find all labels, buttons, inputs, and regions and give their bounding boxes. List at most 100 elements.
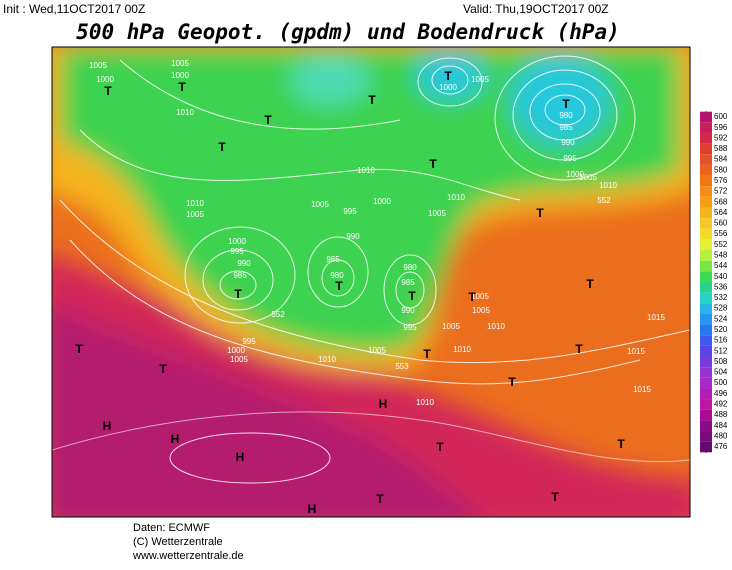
colorbar-swatch [700,335,712,346]
isobar [529,83,601,141]
colorbar-swatch [700,431,712,442]
isobar-label: 1010 [447,193,465,202]
isobar-label: 995 [242,337,256,346]
colorbar-swatch [700,313,712,325]
isobar-label: 1010 [453,345,471,354]
isobar-label: 1005 [311,200,329,209]
colorbar-label: 600 [714,112,728,121]
pressure-center: T [444,69,452,83]
colorbar-label: 556 [714,229,728,238]
isobar [395,271,425,309]
isobar [383,254,437,326]
isobar-label: 995 [563,154,577,163]
isobar-label: 1010 [599,181,617,190]
isobar-label: 990 [237,259,251,268]
isobar [202,249,274,311]
isobar-label: 1015 [627,347,645,356]
isobar-label: 1005 [442,322,460,331]
isobar-label: 1000 [566,170,584,179]
colorbar-swatch [700,324,712,336]
isobar-label: 1005 [428,209,446,218]
colorbar-label: 504 [714,368,728,377]
pressure-center: T [376,492,384,506]
map-area: 10051000T10051000T1010TTTT10001005T98098… [52,47,690,517]
isobar-label: 1005 [230,355,248,364]
isobar-label: 1005 [89,61,107,70]
isobar [417,57,483,107]
copyright: (C) Wetterzentrale [133,536,223,548]
pressure-center: T [562,97,570,111]
pressure-center: T [617,437,625,451]
pressure-center: T [159,362,167,376]
pressure-center: H [236,450,245,464]
pressure-center: T [429,157,437,171]
map-frame [51,46,691,518]
colorbar-label: 492 [714,400,728,409]
isobars [59,55,690,484]
pressure-center: T [575,342,583,356]
colorbar-label: 540 [714,272,728,281]
isobar-label: 1015 [633,385,651,394]
isobar-label: 985 [326,255,340,264]
isobar-label: 1010 [186,199,204,208]
colorbar-label: 512 [714,346,728,355]
isobar-label: 1000 [228,237,246,246]
colorbar-label: 584 [714,155,728,164]
isobar-label: 980 [330,271,344,280]
colorbar-swatch [700,132,712,144]
isobar-label: 990 [561,138,575,147]
isobar [544,94,586,126]
isobar [431,65,469,95]
isobar-label: 990 [346,232,360,241]
pressure-center: T [468,290,476,304]
colorbar-swatch [700,399,712,410]
isobar [169,432,331,484]
low-core-east [510,55,610,145]
colorbar-swatch [700,356,712,368]
isobar-label: 1005 [471,75,489,84]
pressure-center: T [335,279,343,293]
init-time: Init : Wed,11OCT2017 00Z [3,2,145,16]
colorbar-label: 552 [714,240,728,249]
field-magenta [52,305,481,517]
pressure-center: T [75,342,83,356]
isobar-label: 1000 [373,197,391,206]
colorbar-swatch [700,154,712,165]
colorbar-swatch [700,164,712,176]
isobar [69,239,641,385]
colorbar-swatch [700,250,712,261]
colorbar-swatch [700,367,712,378]
colorbar-swatch [700,420,712,432]
isobar [307,236,369,308]
pressure-center: T [264,113,272,127]
colorbar-swatch [700,377,712,389]
isobar-label: 995 [230,247,244,256]
colorbar-label: 544 [714,261,728,270]
colorbar-label: 480 [714,431,728,440]
colorbar-label: 568 [714,197,728,206]
isobar-label: 1000 [171,71,189,80]
isobar [494,55,636,181]
pressure-center: T [178,80,186,94]
pressure-center: H [103,419,112,433]
contour [52,411,690,463]
isobar-label: 1015 [647,313,665,322]
colorbar-label: 508 [714,357,728,366]
colorbar-swatch [700,345,712,357]
colorbar-label: 516 [714,336,728,345]
isobar-label: 995 [343,207,357,216]
colorbar-label: 532 [714,293,728,302]
isobar-label: 985 [233,271,247,280]
colorbar-label: 572 [714,187,728,196]
isobar [184,226,296,324]
isobar-label: 995 [403,323,417,332]
map-title: 500 hPa Geopot. (gpdm) und Bodendruck (h… [76,20,620,44]
isobar-label: 980 [559,111,573,120]
colorbar-label: 596 [714,123,728,132]
pressure-center: T [408,289,416,303]
colorbar-label: 592 [714,133,728,142]
website: www.wetterzentrale.de [132,550,244,562]
colorbar-label: 496 [714,389,728,398]
colorbar-swatch [700,388,712,400]
